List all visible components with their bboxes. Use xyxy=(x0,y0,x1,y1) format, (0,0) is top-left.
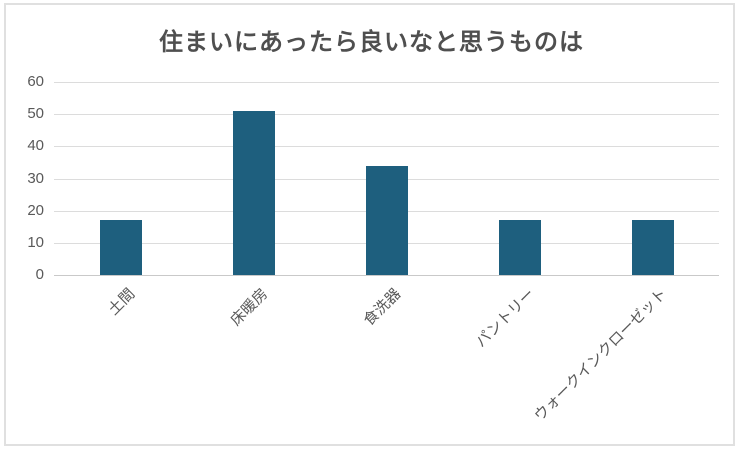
y-axis-tick-label: 50 xyxy=(27,105,44,123)
gridline xyxy=(54,114,719,116)
gridline xyxy=(54,146,719,148)
y-axis-tick-label: 10 xyxy=(27,233,44,251)
chart-title: 住まいにあったら良いなと思うものは xyxy=(159,29,584,56)
bar xyxy=(631,220,674,275)
y-axis-tick-label: 30 xyxy=(27,169,44,187)
y-axis-tick-label: 0 xyxy=(35,266,44,283)
bar xyxy=(498,220,541,275)
bar xyxy=(99,220,142,275)
gridline xyxy=(54,82,719,83)
bar xyxy=(232,110,275,275)
bar xyxy=(365,165,408,275)
y-axis-tick-label: 20 xyxy=(27,201,44,219)
y-axis-tick-label: 40 xyxy=(27,137,44,155)
y-axis-tick-label: 60 xyxy=(27,73,44,90)
x-axis-line xyxy=(54,275,719,276)
